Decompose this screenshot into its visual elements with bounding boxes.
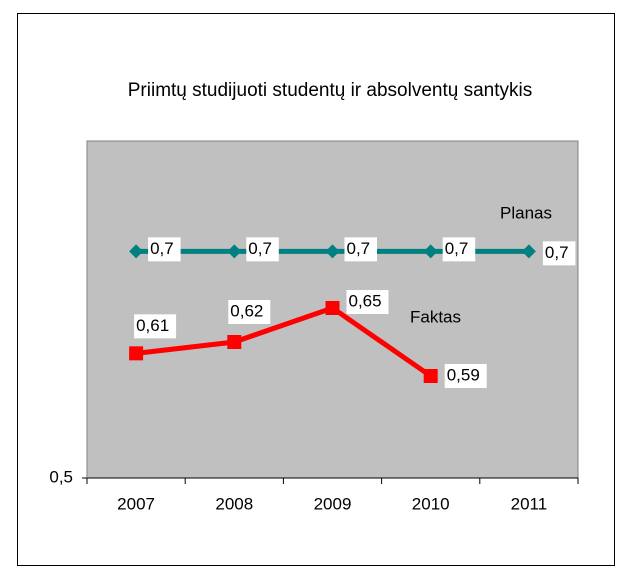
data-label-bg	[148, 237, 181, 262]
series-name: Faktas	[410, 307, 461, 326]
data-label-bg	[134, 314, 177, 339]
series-line	[135, 305, 433, 379]
data-label: 0,62	[230, 301, 263, 320]
marker	[129, 346, 144, 361]
x-tick-label: 2010	[412, 494, 450, 513]
data-label: 0,65	[349, 291, 382, 310]
data-label: 0,7	[347, 239, 371, 258]
data-label-bg	[228, 300, 271, 324]
data-label: 0,7	[248, 239, 272, 258]
marker	[129, 244, 144, 259]
data-label-bg	[346, 290, 389, 314]
series-name: Planas	[500, 203, 552, 222]
marker	[325, 301, 340, 315]
data-label: 0,7	[545, 243, 569, 262]
marker	[521, 244, 536, 259]
data-label-bg	[344, 237, 377, 262]
marker	[325, 244, 340, 259]
data-label: 0,7	[445, 239, 469, 258]
marker	[423, 244, 438, 259]
marker	[423, 369, 438, 383]
marker	[227, 244, 242, 259]
marker	[227, 335, 242, 349]
y-tick-label: 0,5	[49, 467, 73, 486]
x-tick-label: 2011	[511, 494, 548, 513]
data-label-bg	[444, 364, 487, 388]
x-tick-label: 2007	[117, 494, 155, 513]
data-label-bg	[542, 241, 576, 266]
data-label: 0,61	[136, 316, 169, 335]
x-tick-label: 2009	[314, 494, 352, 513]
x-tick-label: 2008	[215, 494, 253, 513]
chart-title: Priimtų studijuoti studentų ir absolvent…	[127, 80, 533, 101]
data-label-bg	[246, 237, 279, 262]
data-label: 0,7	[150, 239, 174, 258]
data-label: 0,59	[447, 365, 480, 384]
data-label-bg	[442, 237, 476, 262]
